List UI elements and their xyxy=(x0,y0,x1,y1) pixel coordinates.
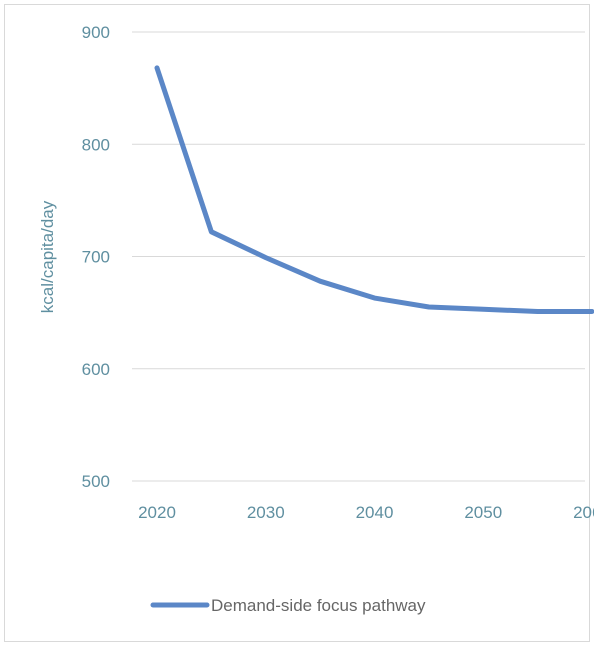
y-tick-label: 600 xyxy=(82,360,110,379)
series-line xyxy=(154,65,594,315)
y-tick-label: 800 xyxy=(82,135,110,154)
chart-frame xyxy=(4,4,590,642)
y-tick-label: 900 xyxy=(82,23,110,42)
x-tick-label: 2020 xyxy=(138,503,176,522)
y-tick-label: 500 xyxy=(82,472,110,491)
x-tick-label: 2030 xyxy=(247,503,285,522)
x-tick-label: 2050 xyxy=(464,503,502,522)
x-tick-label: 2040 xyxy=(356,503,394,522)
legend: Demand-side focus pathway xyxy=(150,596,426,615)
x-tick-label: 2060 xyxy=(573,503,594,522)
y-tick-labels: 500 600 700 800 900 xyxy=(82,23,110,491)
grid-lines xyxy=(132,31,585,482)
legend-label: Demand-side focus pathway xyxy=(211,596,426,615)
y-axis-label: kcal/capita/day xyxy=(38,200,57,313)
x-tick-labels: 2020 2030 2040 2050 2060 xyxy=(138,503,594,522)
series-group xyxy=(154,65,594,315)
y-tick-label: 700 xyxy=(82,248,110,267)
